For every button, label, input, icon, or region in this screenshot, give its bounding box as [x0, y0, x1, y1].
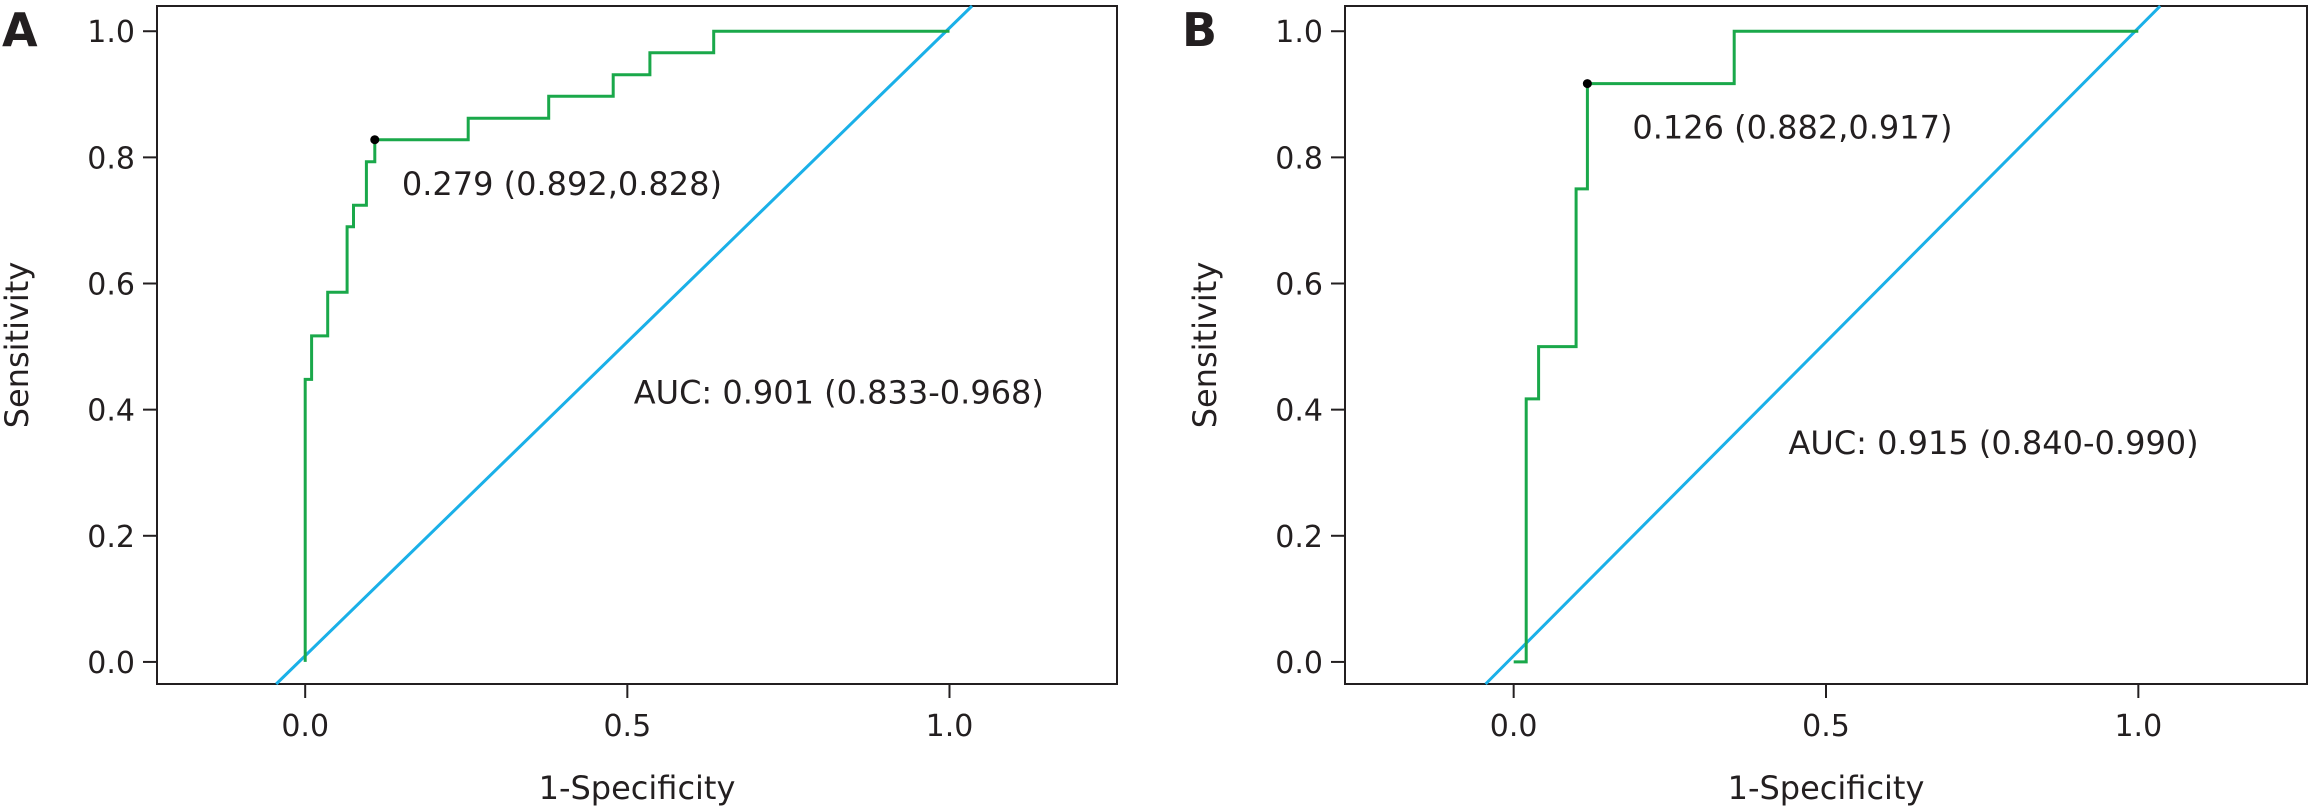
panel-b-y-tick-label: 0.8 [1275, 141, 1323, 176]
panel-b-roc-curve-line [1513, 29, 2139, 664]
panel-b-y-axis-title: Sensitivity [1186, 262, 1224, 429]
panel-a-cutoff-annotation: 0.279 (0.892,0.828) [402, 165, 722, 203]
panel-b-x-tick-label: 0.0 [1490, 709, 1538, 744]
panel-a-y-tick-label: 0.8 [87, 141, 135, 176]
panel-b-x-axis-title: 1-Specificity [1728, 769, 1925, 807]
panel-a-roc-curve-line [303, 29, 950, 662]
panel-a-y-axis-title: Sensitivity [0, 262, 36, 429]
panel-a-y-tick-label: 0.0 [87, 646, 135, 681]
panel-a-x-tick-label: 0.0 [281, 709, 329, 744]
panel-a-marks [275, 4, 974, 686]
panel-b-y-tick-label: 1.0 [1275, 15, 1323, 50]
panel-b-x-tick-label: 0.5 [1802, 709, 1850, 744]
panel-b-y-tick-label: 0.2 [1275, 520, 1323, 555]
panel-b-auc-annotation: AUC: 0.915 (0.840-0.990) [1789, 424, 2199, 462]
panel-a-letter: A [2, 3, 38, 57]
panel-b-reference-diagonal-line [1484, 4, 2162, 686]
panel-a-y-tick-label: 1.0 [87, 15, 135, 50]
panel-b-letter: B [1182, 3, 1217, 57]
panel-a: A 0.0 0.5 1.0 0.0 0.2 0.4 0.6 0.8 1.0 0.279 (0.… [0, 3, 1118, 807]
panel-a-x-axis: 0.0 0.5 1.0 [281, 684, 973, 744]
panel-b-annotations: 0.126 (0.882,0.917) AUC: 0.915 (0.840-0.9… [1632, 108, 2198, 461]
panel-b-y-tick-label: 0.4 [1275, 394, 1323, 429]
panel-b-y-tick-label: 0.6 [1275, 268, 1323, 303]
panel-a-x-tick-label: 1.0 [926, 709, 974, 744]
panel-b-y-tick-label: 0.0 [1275, 646, 1323, 681]
panel-a-cutoff-point [370, 135, 380, 145]
panel-a-x-tick-label: 0.5 [603, 709, 651, 744]
panel-b: B 0.0 0.5 1.0 0.0 0.2 0.4 0.6 0.8 1.0 0.126 (0.… [1182, 3, 2308, 807]
panel-b-marks [1484, 4, 2162, 686]
panel-b-x-axis: 0.0 0.5 1.0 [1490, 684, 2162, 744]
panel-a-auc-annotation: AUC: 0.901 (0.833-0.968) [634, 373, 1044, 411]
panel-a-y-tick-label: 0.6 [87, 268, 135, 303]
panel-a-plot-frame [156, 5, 1118, 685]
panel-a-reference-diagonal-line [275, 4, 974, 686]
panel-b-cutoff-point [1582, 79, 1592, 89]
panel-b-cutoff-annotation: 0.126 (0.882,0.917) [1632, 108, 1952, 146]
panel-a-x-axis-title: 1-Specificity [539, 769, 736, 807]
panel-a-y-axis: 0.0 0.2 0.4 0.6 0.8 1.0 [87, 15, 157, 681]
panel-a-y-tick-label: 0.2 [87, 520, 135, 555]
panel-b-x-tick-label: 1.0 [2114, 709, 2162, 744]
panel-a-y-tick-label: 0.4 [87, 394, 135, 429]
panel-b-y-axis: 0.0 0.2 0.4 0.6 0.8 1.0 [1275, 15, 1345, 681]
panel-a-annotations: 0.279 (0.892,0.828) AUC: 0.901 (0.833-0.9… [402, 165, 1044, 411]
